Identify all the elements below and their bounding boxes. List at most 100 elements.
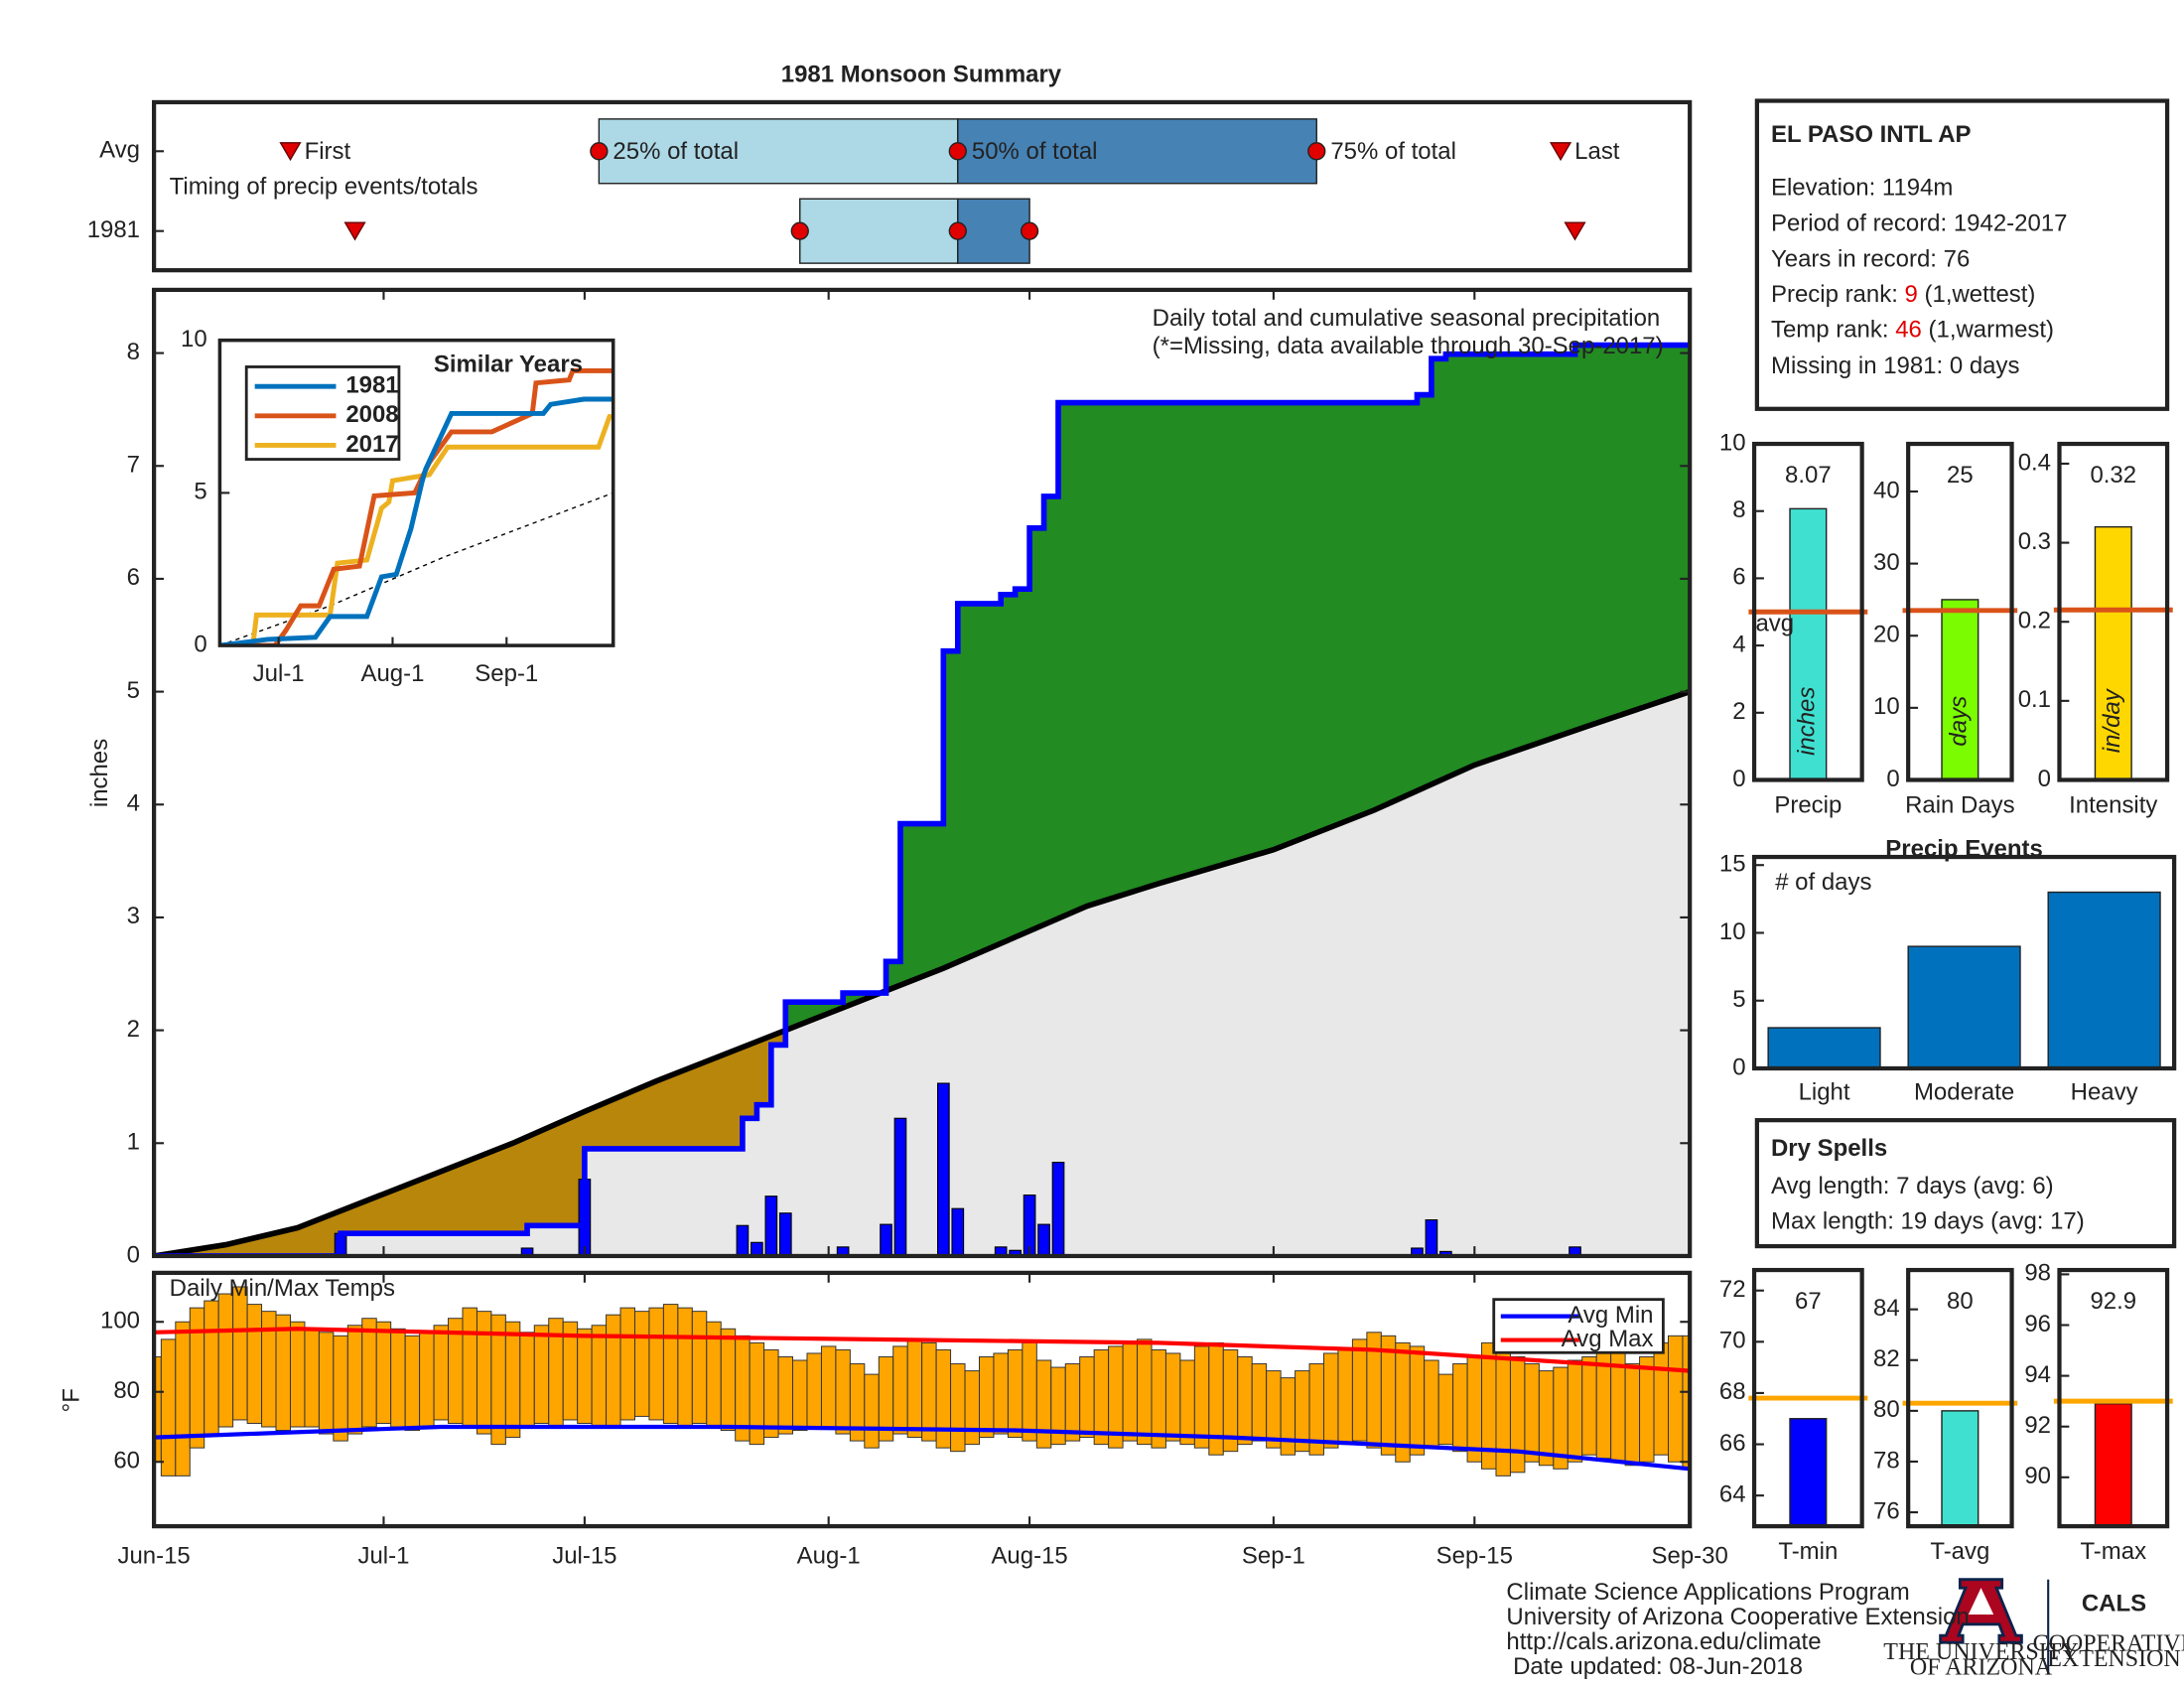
- temp-bar: [1424, 1359, 1439, 1449]
- inset-plot: [219, 367, 614, 646]
- extension-label: EXTENSION: [2047, 1646, 2180, 1672]
- x-label: Precip: [1774, 792, 1842, 819]
- temp-bar: [1466, 1355, 1483, 1463]
- temp-plot: [154, 1286, 1691, 1477]
- temp-bar: [1122, 1341, 1139, 1442]
- rank-label: Temp rank:: [1771, 317, 1895, 344]
- temp-bar: [591, 1325, 608, 1428]
- y-tick-label: 90: [2024, 1463, 2051, 1489]
- temp-bar: [246, 1304, 263, 1424]
- temp-bar: [1495, 1348, 1511, 1477]
- temp-bar: [1437, 1373, 1454, 1446]
- avg-label: avg: [1755, 610, 1794, 636]
- temp-bar: [175, 1321, 191, 1477]
- y-axis-label: °F: [59, 1388, 85, 1412]
- frame: [2057, 1267, 2170, 1529]
- temp-bar: [806, 1352, 822, 1428]
- value-label: 8.07: [1785, 462, 1832, 489]
- temp-bar: [864, 1373, 880, 1449]
- timing-dot: [1020, 221, 1039, 240]
- value-label: 25: [1947, 462, 1974, 489]
- y-tick-label: 78: [1873, 1447, 1900, 1474]
- bar: [1767, 1027, 1881, 1069]
- note: (*=Missing, data available through 30-Se…: [1153, 333, 1664, 359]
- cumulative-line: [154, 342, 1691, 1256]
- temp-bar: [1137, 1338, 1153, 1446]
- bar: [2047, 891, 2161, 1069]
- y-tick-label: 72: [1719, 1276, 1746, 1303]
- frame: [217, 338, 615, 647]
- temp-bar: [1164, 1352, 1181, 1442]
- y-tick-label: 100: [100, 1308, 140, 1335]
- x-label: T-min: [1778, 1538, 1838, 1565]
- temp-bar: [950, 1363, 966, 1453]
- dry-spells-line: Avg length: 7 days (avg: 6): [1771, 1173, 2054, 1199]
- temp-bar: [1251, 1363, 1268, 1442]
- y-tick-label: 4: [1732, 631, 1745, 657]
- missing-line: Missing in 1981: 0 days: [1771, 352, 2019, 379]
- y-tick-label: 15: [1719, 851, 1746, 878]
- x-label: Intensity: [2069, 792, 2157, 819]
- temp-bar: [1093, 1348, 1110, 1446]
- late-box: [957, 118, 1317, 185]
- timing-triangle: [279, 142, 302, 162]
- temp-bar: [1581, 1355, 1597, 1456]
- y-tick-label: 0: [1732, 1054, 1745, 1080]
- temp-bar: [1624, 1363, 1641, 1467]
- temp-bar: [375, 1321, 392, 1424]
- unit-label: in/day: [2099, 687, 2125, 753]
- temp-bar: [1538, 1370, 1555, 1467]
- x-tick-label: Jul-1: [253, 660, 305, 687]
- frame: [152, 1270, 1693, 1529]
- frame: [1751, 854, 2177, 1071]
- legend-label: 1981: [345, 372, 398, 399]
- daily-bar: [1023, 1195, 1036, 1256]
- temp-bar: [1567, 1359, 1583, 1463]
- y-tick-label: 0.3: [2018, 528, 2051, 555]
- temp-bar: [1266, 1370, 1282, 1449]
- frame: [152, 287, 1693, 1259]
- daily-bar: [1411, 1247, 1424, 1256]
- y-tick-label: 76: [1873, 1497, 1900, 1524]
- annotation: # of days: [1775, 869, 1871, 896]
- y-tick-label: 5: [127, 677, 140, 704]
- y-tick-label: 8: [1732, 496, 1745, 523]
- marker-label: 75% of total: [1330, 138, 1456, 165]
- y-tick-label: 10: [181, 326, 207, 352]
- station-name: EL PASO INTL AP: [1771, 121, 1972, 148]
- rank-label: Precip rank:: [1771, 282, 1905, 309]
- value-label: 67: [1795, 1288, 1822, 1315]
- y-tick-label: 0: [1886, 766, 1899, 792]
- base-area: [154, 691, 1691, 1256]
- series-line: [219, 396, 614, 646]
- temp-bar: [1509, 1355, 1526, 1474]
- temp-bar: [1079, 1355, 1095, 1439]
- frame: [1751, 1267, 1864, 1529]
- y-tick-label: 5: [194, 479, 206, 505]
- y-tick-label: 0: [1732, 766, 1745, 792]
- temp-bar: [1610, 1352, 1626, 1463]
- daily-bar: [880, 1223, 892, 1256]
- bar: [1789, 507, 1828, 781]
- station-box: [1754, 98, 2170, 411]
- dry-spells-box: [1754, 1118, 2177, 1249]
- y-tick-label: 68: [1719, 1378, 1746, 1405]
- y-tick-label: 2: [1732, 698, 1745, 725]
- temp-bar: [964, 1370, 980, 1446]
- logo-a-hole: [1968, 1588, 1994, 1615]
- temp-bar: [404, 1335, 421, 1432]
- late-box: [957, 198, 1030, 264]
- temp-bar: [275, 1314, 291, 1432]
- rank-note: (1,warmest): [1922, 317, 2054, 344]
- temp-bar: [935, 1348, 952, 1449]
- extension-label: COOPERATIVE: [2033, 1630, 2184, 1656]
- x-tick-label: Jul-15: [552, 1542, 616, 1569]
- temp-bar: [504, 1321, 521, 1439]
- y-tick-label: 6: [1732, 564, 1745, 591]
- average-line: [154, 688, 1691, 1256]
- daily-bar: [520, 1247, 534, 1256]
- temp-bar: [633, 1311, 650, 1417]
- temp-bar: [777, 1355, 794, 1435]
- bar: [1941, 599, 1979, 781]
